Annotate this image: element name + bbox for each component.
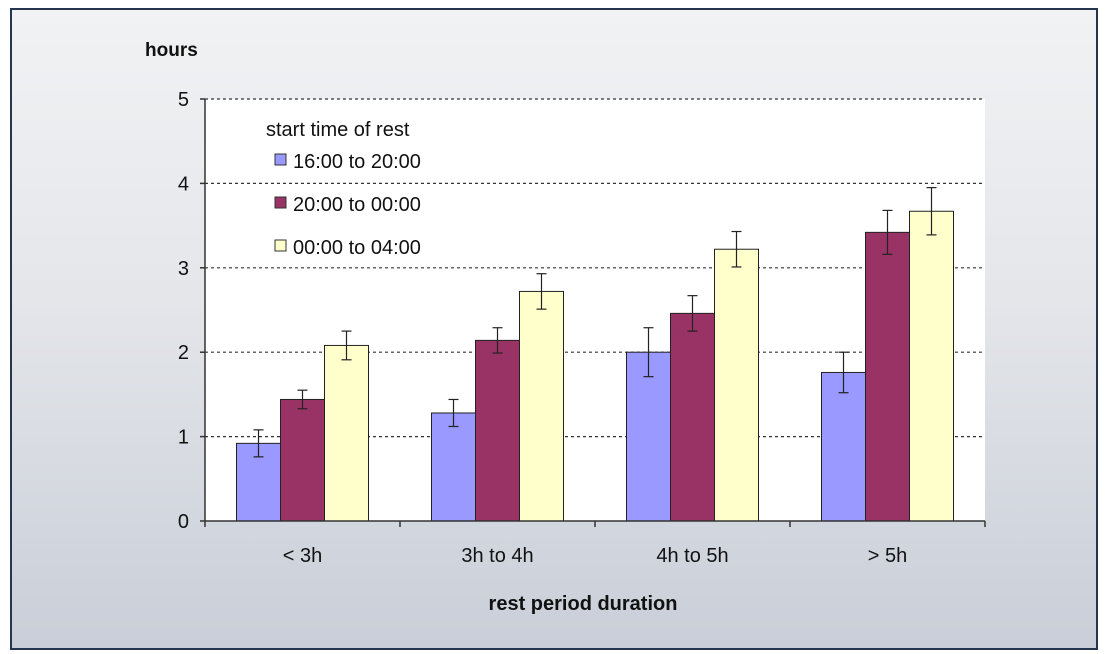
bar <box>626 351 671 522</box>
y-tick-label: 3 <box>178 258 189 280</box>
y-tick-label: 5 <box>178 89 189 111</box>
bar <box>865 231 910 522</box>
bar <box>280 398 325 522</box>
axes <box>200 98 986 527</box>
legend-label-0: 16:00 to 20:00 <box>293 151 421 173</box>
y-tick-label: 4 <box>178 173 189 195</box>
legend-label-2: 00:00 to 04:00 <box>293 237 421 259</box>
bar <box>821 371 866 522</box>
legend-swatch-2 <box>274 239 287 252</box>
y-tick-label: 2 <box>178 342 189 364</box>
x-tick-labels: < 3h 3h to 4h 4h to 5h > 5h <box>283 545 907 567</box>
y-axis-label: hours <box>145 40 198 61</box>
bar <box>519 290 564 522</box>
bar <box>431 412 476 522</box>
x-tick-label: < 3h <box>283 545 322 567</box>
x-tick-label: 4h to 5h <box>656 545 728 567</box>
legend-label-1: 20:00 to 00:00 <box>293 194 421 216</box>
bar <box>714 248 759 522</box>
x-tick-label: > 5h <box>868 545 907 567</box>
y-tick-labels: 0 1 2 3 4 5 <box>178 89 189 533</box>
legend-swatch-0 <box>274 153 287 166</box>
bar <box>475 339 520 522</box>
x-axis-label: rest period duration <box>489 593 678 615</box>
bars <box>236 210 954 522</box>
bar <box>324 344 369 522</box>
bar <box>909 210 954 522</box>
legend-title: start time of rest <box>266 119 410 141</box>
y-tick-label: 1 <box>178 427 189 449</box>
y-tick-label: 0 <box>178 511 189 533</box>
legend: start time of rest 16:00 to 20:00 20:00 … <box>266 119 421 259</box>
error-bars <box>253 187 937 458</box>
x-tick-label: 3h to 4h <box>461 545 533 567</box>
legend-swatch-1 <box>274 196 287 209</box>
bar <box>670 312 715 522</box>
